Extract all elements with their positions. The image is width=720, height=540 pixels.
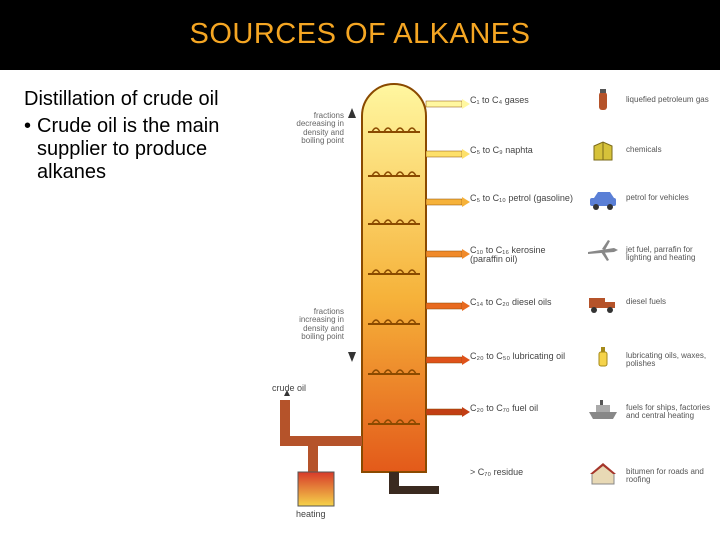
fraction-label: C₅ to C₁₀ petrol (gasoline) [470,194,580,203]
use-label: lubricating oils, waxes, polishes [626,352,716,369]
use-label: chemicals [626,146,716,154]
cylinder-icon [586,88,620,114]
use-label: jet fuel, parrafin for lighting and heat… [626,246,716,263]
truck-icon [586,290,620,316]
slide-body: Distillation of crude oil • Crude oil is… [0,70,720,540]
subtitle: Distillation of crude oil [24,88,264,111]
fraction-label: C₁₀ to C₁₆ kerosine (paraffin oil) [470,246,580,265]
use-label: liquefied petroleum gas [626,96,716,104]
fraction-label: C₂₀ to C₅₀ lubricating oil [470,352,580,361]
bullet-item: • Crude oil is the main supplier to prod… [24,115,264,184]
use-label: petrol for vehicles [626,194,716,202]
use-label: fuels for ships, factories and central h… [626,404,716,421]
side-anno-bottom: fractions increasing in density and boil… [286,308,344,342]
left-text-block: Distillation of crude oil • Crude oil is… [24,88,264,184]
use-label: diesel fuels [626,298,716,306]
heating-label: heating [296,510,326,519]
side-anno-top: fractions decreasing in density and boil… [286,112,344,146]
side-arrow-bottom [348,352,356,362]
house-icon [586,460,620,486]
distillation-diagram: crude oilheatingfractions decreasing in … [280,76,710,536]
page-title: SOURCES OF ALKANES [0,18,720,51]
bullet-text: Crude oil is the main supplier to produc… [37,115,264,184]
fraction-label: C₅ to C₉ naphta [470,146,580,155]
crude-oil-label: crude oil [272,384,306,393]
carton-icon [586,138,620,164]
fraction-label: C₁ to C₄ gases [470,96,580,105]
fraction-label: > C₇₀ residue [470,468,580,477]
ship-icon [586,396,620,422]
car-icon [586,186,620,212]
fraction-label: C₁₄ to C₂₀ diesel oils [470,298,580,307]
side-arrow-top [348,108,356,118]
bullet-icon: • [24,115,31,184]
fraction-label: C₂₀ to C₇₀ fuel oil [470,404,580,413]
use-label: bitumen for roads and roofing [626,468,716,485]
plane-icon [586,238,620,264]
bottle-icon [586,344,620,370]
